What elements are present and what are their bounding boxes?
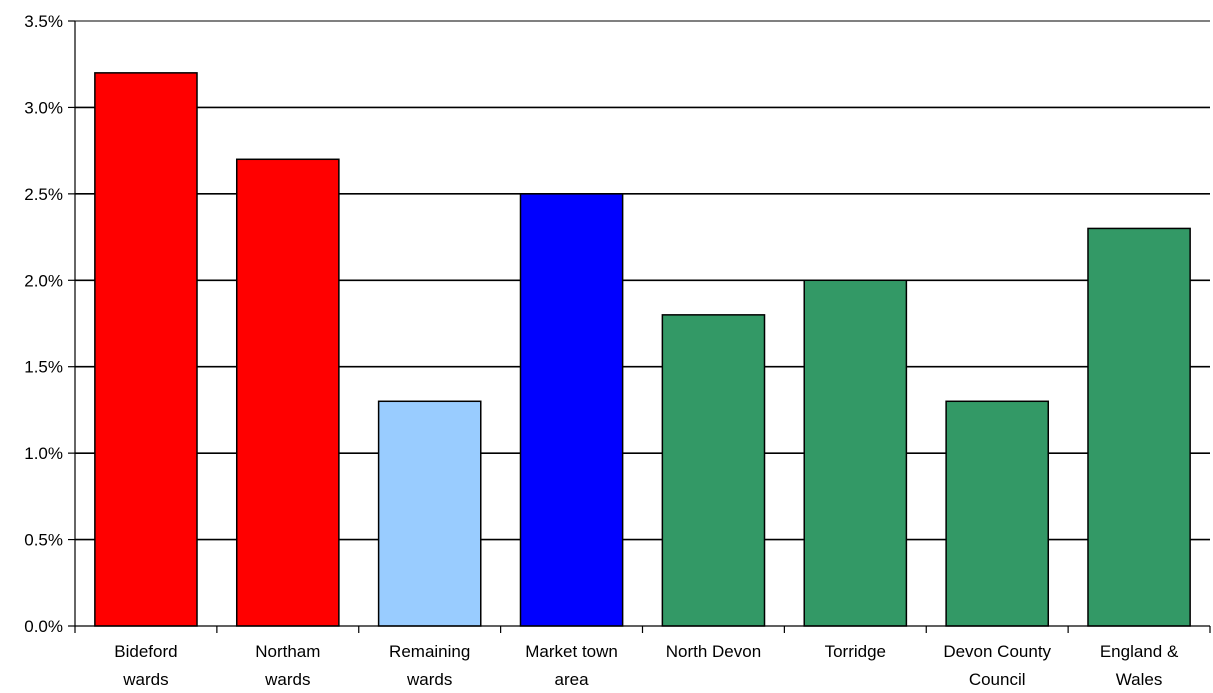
x-tick-label: Market town [525,642,618,661]
bar [803,279,908,627]
x-tick-label: area [555,670,590,689]
bar [235,158,340,627]
y-tick-label: 0.5% [24,531,63,550]
y-tick-label: 0.0% [24,617,63,636]
x-tick-label: wards [406,670,452,689]
x-tick-label: wards [122,670,168,689]
y-tick-label: 1.0% [24,444,63,463]
x-tick-label: Devon County [943,642,1051,661]
y-tick-label: 2.0% [24,271,63,290]
bar [377,400,482,627]
x-tick-label: Northam [255,642,320,661]
x-tick-label: wards [264,670,310,689]
bar [1087,227,1191,627]
y-tick-label: 3.0% [24,98,63,117]
x-tick-label: North Devon [666,642,761,661]
y-tick-label: 1.5% [24,358,63,377]
x-axis-labels: Bideford wards Northam wards Remaining wards M… [114,642,1179,689]
axes [74,21,1211,633]
x-tick-label: Bideford [114,642,177,661]
y-tick-label: 2.5% [24,185,63,204]
y-tick-label: 3.5% [24,12,63,31]
bar [519,193,624,627]
bar [661,314,766,627]
bar [945,400,1050,627]
x-tick-label: England & [1100,642,1179,661]
y-axis-ticks: 0.0% 0.5% 1.0% 1.5% 2.0% 2.5% 3.0% 3.5% [24,12,75,636]
x-tick-label: Torridge [825,642,886,661]
x-tick-label: Wales [1116,670,1163,689]
x-tick-label: Remaining [389,642,470,661]
bars [94,72,1191,627]
x-tick-label: Council [969,670,1026,689]
bar [94,72,198,627]
